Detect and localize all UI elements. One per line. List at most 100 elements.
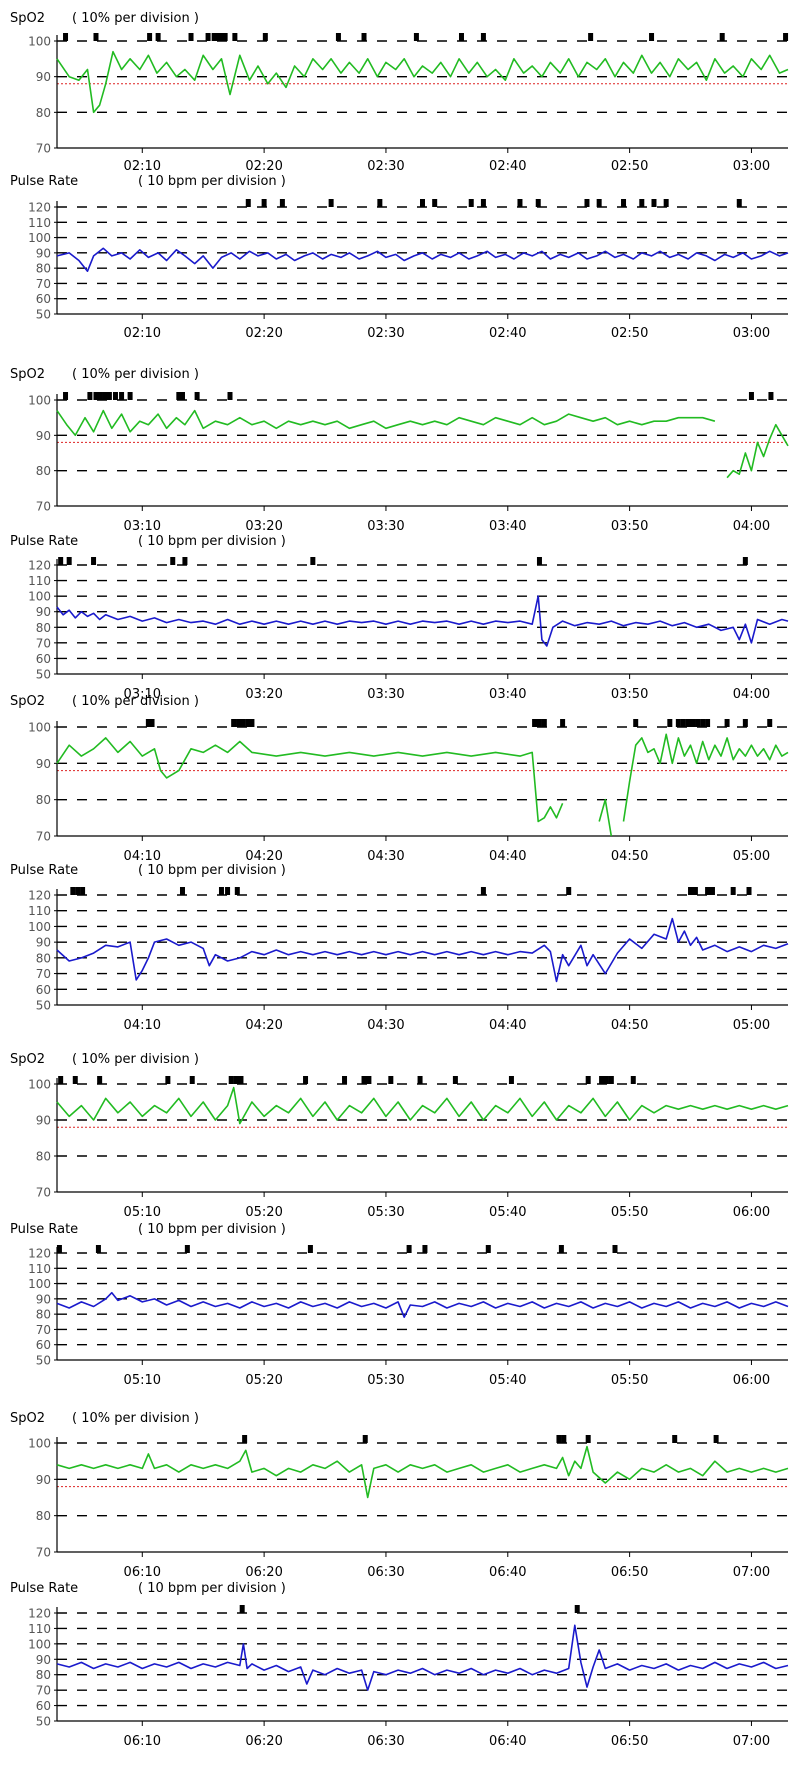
spo2-03-04-x-tick-label: 03:30 [367,519,404,534]
spo2-04-05-event-marker [245,719,251,727]
pulse-06-07-event-marker [239,1605,245,1613]
pulse-03-04-event-marker [536,557,542,565]
pulse-02-03-event-marker [535,199,541,207]
spo2-03-04-x-tick-label: 03:50 [611,519,648,534]
spo2-05-06-y-tick-100: 100 [28,1078,51,1092]
pulse-05-06-y-tick-80: 80 [36,1308,51,1322]
pulse-04-05-event-marker [480,887,486,895]
pulse-04-05-y-tick-80: 80 [36,951,51,965]
spo2-05-06-event-marker [58,1076,64,1084]
pulse-05-06-x-tick-label: 05:10 [124,1373,161,1388]
pulse-05-06-event-marker [406,1245,412,1253]
spo2-04-05-event-marker [675,719,681,727]
spo2-06-07-event-marker [242,1435,248,1443]
pulse-04-05-event-marker [179,887,185,895]
pulse-02-03-event-marker [736,199,742,207]
spo2-06-07-y-tick-80: 80 [36,1509,51,1523]
spo2-03-04-x-tick-label: 03:20 [245,519,282,534]
pulse-03-04-x-tick-label: 03:30 [367,687,404,702]
spo2-04-05-event-marker [532,719,538,727]
pulse-06-07-x-tick-label: 06:10 [124,1734,161,1749]
pulse-03-04-y-tick-80: 80 [36,621,51,635]
spo2-05-06-event-marker [452,1076,458,1084]
spo2-06-07-x-tick-label: 06:10 [124,1565,161,1580]
spo2-04-05-event-marker [767,719,773,727]
spo2-04-05-title: SpO2 [10,694,45,709]
pulse-05-06-y-tick-50: 50 [36,1354,51,1368]
spo2-03-04-event-marker [93,392,99,400]
spo2-04-05-series-line [56,733,789,837]
pulse-05-06-scale-note: ( 10 bpm per division ) [138,1222,286,1237]
spo2-02-03-event-marker [232,33,238,41]
spo2-06-07-x-tick-label: 07:00 [733,1565,770,1580]
spo2-05-06-event-marker [97,1076,103,1084]
spo2-02-03-x-tick-label: 03:00 [733,159,770,174]
pulse-06-07-series-line [56,1624,789,1691]
spo2-02-03-event-marker [649,33,655,41]
spo2-06-07-event-marker [561,1435,567,1443]
spo2-04-05-event-marker [680,719,686,727]
spo2-05-06-x-tick-label: 05:30 [367,1205,404,1220]
pulse-02-03-scale-note: ( 10 bpm per division ) [138,174,286,189]
pulse-05-06-x-tick-label: 05:50 [611,1373,648,1388]
spo2-04-05-event-marker [695,719,701,727]
pulse-02-03-x-tick-label: 02:50 [611,326,648,341]
pulse-03-04-x-tick-label: 03:20 [245,687,282,702]
pulse-06-07-y-tick-100: 100 [28,1637,51,1651]
spo2-03-04-y-tick-80: 80 [36,464,51,478]
pulse-04-05-event-marker [234,887,240,895]
spo2-05-06-x-tick-label: 05:50 [611,1205,648,1220]
pulse-02-03-y-tick-100: 100 [28,231,51,245]
spo2-02-03-y-tick-100: 100 [28,35,51,49]
pulse-06-07-y-tick-80: 80 [36,1668,51,1682]
pulse-05-06-y-tick-90: 90 [36,1292,51,1306]
pulse-05-06-event-marker [184,1245,190,1253]
spo2-03-04-event-marker [127,392,133,400]
pulse-04-05-event-marker [70,887,76,895]
pulse-05-06-title: Pulse Rate [10,1222,78,1237]
pulse-03-04-event-marker [66,557,72,565]
pulse-06-07-x-tick-label: 06:20 [245,1734,282,1749]
spo2-04-05-x-tick-label: 04:40 [489,849,526,864]
pulse-06-07-title: Pulse Rate [10,1581,78,1596]
pulse-05-06-event-marker [612,1245,618,1253]
pulse-06-07-x-tick-label: 06:30 [367,1734,404,1749]
spo2-05-06-event-marker [238,1076,244,1084]
pulse-04-05-x-tick-label: 04:50 [611,1018,648,1033]
pulse-04-05-event-marker [75,887,81,895]
spo2-02-03-series-line [56,50,789,114]
spo2-03-04-event-marker [227,392,233,400]
pulse-04-05-x-tick-label: 04:40 [489,1018,526,1033]
pulse-05-06-event-marker [56,1245,62,1253]
pulse-02-03-event-marker [621,199,627,207]
spo2-02-03-x-tick-label: 02:50 [611,159,648,174]
pulse-03-04-y-tick-100: 100 [28,590,51,604]
spo2-02-03-y-tick-80: 80 [36,106,51,120]
spo2-04-05-event-marker [633,719,639,727]
pulse-05-06-event-marker [422,1245,428,1253]
pulse-04-05-event-marker [746,887,752,895]
pulse-03-04-y-tick-50: 50 [36,668,51,682]
pulse-02-03-event-marker [517,199,523,207]
spo2-02-03-event-marker [205,33,211,41]
pulse-02-03-event-marker [468,199,474,207]
spo2-04-05-event-marker [724,719,730,727]
pulse-02-03-series-line [56,247,789,272]
spo2-06-07-x-tick-label: 06:40 [489,1565,526,1580]
pulse-04-05-event-marker [705,887,711,895]
spo2-02-03-y-tick-90: 90 [36,70,51,84]
spo2-05-06-event-marker [233,1076,239,1084]
spo2-06-07-series-line [56,1445,789,1499]
spo2-03-04-event-marker [119,392,125,400]
spo2-04-05-x-tick-label: 04:50 [611,849,648,864]
spo2-04-05-event-marker [149,719,155,727]
spo2-05-06-event-marker [603,1076,609,1084]
pulse-05-06-y-tick-70: 70 [36,1323,51,1337]
pulse-03-04-scale-note: ( 10 bpm per division ) [138,534,286,549]
spo2-05-06-event-marker [361,1076,367,1084]
pulse-06-07-y-tick-90: 90 [36,1653,51,1667]
pulse-05-06-y-tick-100: 100 [28,1277,51,1291]
spo2-06-07-x-tick-label: 06:50 [611,1565,648,1580]
pulse-02-03-title: Pulse Rate [10,174,78,189]
spo2-04-05-y-tick-100: 100 [28,721,51,735]
